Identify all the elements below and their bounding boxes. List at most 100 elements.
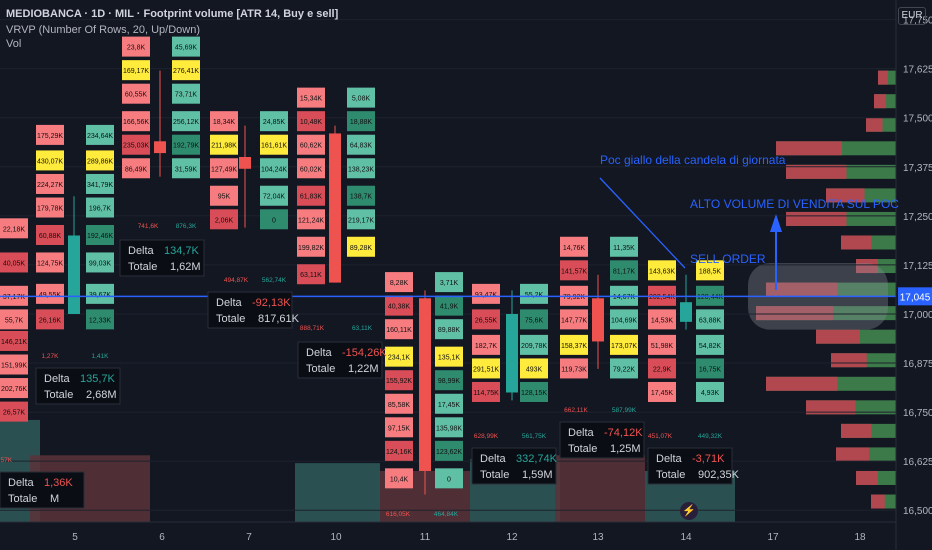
totale-label: Totale: [306, 363, 335, 375]
y-tick-label: 17,375: [903, 163, 932, 174]
annotation-poc[interactable]: Poc giallo della candela di giornata: [600, 153, 786, 167]
vrvp-profile-bar-sell: [856, 470, 878, 485]
delta-box: [647, 447, 733, 485]
bar-total-label: 561,75K: [522, 433, 547, 440]
footprint-buy-value: 209,78K: [521, 343, 547, 350]
delta-label: Delta: [44, 373, 71, 385]
footprint-sell-value: 199,82K: [298, 245, 324, 252]
vrvp-profile-bar-sell: [874, 94, 887, 109]
footprint-sell-cell: [0, 252, 28, 273]
annotation-sell-order[interactable]: SELL ORDER: [690, 252, 766, 266]
annotation-arrow-poc: [599, 177, 686, 269]
bar-total-label: 449,32K: [698, 433, 723, 440]
currency-button[interactable]: EUR: [898, 7, 926, 25]
x-tick-label: 13: [592, 532, 604, 543]
footprint-buy-cell: [435, 346, 463, 367]
chart-title: MEDIOBANCA · 1D · MIL · Footprint volume…: [6, 8, 339, 20]
indicator-vrvp[interactable]: VRVP (Number Of Rows, 20, Up/Down): [6, 24, 200, 36]
footprint-sell-value: 60,88K: [39, 233, 62, 240]
footprint-buy-cell: [172, 36, 200, 57]
footprint-sell-value: 202,76K: [1, 386, 27, 393]
footprint-buy-value: 192,46K: [87, 233, 113, 240]
footprint-sell-value: 26,57K: [3, 410, 26, 417]
footprint-sell-value: 166,56K: [123, 119, 149, 126]
footprint-buy-cell: [86, 224, 114, 245]
vrvp-profile-bar-sell: [866, 117, 883, 132]
footprint-buy-value: 72,04K: [263, 194, 286, 201]
volume-bar: [555, 455, 645, 522]
annotation-high-volume[interactable]: ALTO VOLUME DI VENDITA SUL POC: [690, 197, 899, 211]
vrvp-profile-bar-sell: [776, 141, 842, 156]
footprint-buy-value: 12,33K: [89, 317, 112, 324]
candle-body: [592, 298, 604, 342]
vrvp-profile-bar-sell: [841, 235, 872, 250]
footprint-buy-value: 104,69K: [611, 317, 637, 324]
footprint-buy-cell: [347, 158, 375, 179]
footprint-buy-cell: [435, 417, 463, 438]
footprint-buy-cell: [172, 111, 200, 132]
footprint-sell-cell: [36, 283, 64, 304]
delta-box: [207, 291, 293, 329]
footprint-sell-value: 234,1K: [388, 355, 411, 362]
footprint-buy-value: 11,35K: [613, 245, 635, 252]
footprint-sell-cell: [297, 236, 325, 257]
footprint-sell-value: 23,8K: [127, 45, 146, 52]
footprint-sell-cell: [648, 309, 676, 330]
footprint-sell-value: 17,45K: [651, 390, 674, 397]
x-tick-label: 12: [506, 532, 518, 543]
footprint-buy-cell: [260, 158, 288, 179]
footprint-sell-cell: [472, 309, 500, 330]
footprint-buy-cell: [172, 83, 200, 104]
footprint-sell-cell: [210, 185, 238, 206]
footprint-buy-value: 196,7K: [89, 206, 112, 213]
footprint-sell-value: 8,28K: [390, 280, 409, 287]
footprint-buy-value: 234,64K: [87, 133, 113, 140]
footprint-buy-value: 73,71K: [175, 92, 198, 99]
footprint-buy-cell: [347, 209, 375, 230]
footprint-buy-cell: [172, 158, 200, 179]
footprint-sell-cell: [0, 218, 28, 239]
footprint-buy-value: 24,85K: [263, 119, 286, 126]
delta-box: [35, 367, 121, 405]
footprint-sell-cell: [36, 224, 64, 245]
footprint-buy-cell: [696, 334, 724, 355]
footprint-sell-value: 158,37K: [561, 343, 587, 350]
bar-total-label: 63,11K: [352, 325, 373, 332]
x-tick-label: 14: [680, 532, 692, 543]
bar-total-label: 876,3K: [176, 223, 197, 230]
footprint-buy-cell: [86, 283, 114, 304]
footprint-buy-value: 256,12K: [173, 119, 199, 126]
candle-body: [329, 133, 341, 283]
footprint-buy-value: 89,88K: [438, 327, 461, 334]
footprint-buy-value: 289,86K: [87, 158, 113, 165]
delta-value: 135,7K: [80, 373, 116, 385]
footprint-sell-value: 55,7K: [5, 317, 24, 324]
candle-body: [68, 235, 80, 314]
footprint-buy-cell: [435, 370, 463, 391]
lightning-icon[interactable]: ⚡: [680, 502, 698, 520]
footprint-buy-value: 41,9K: [440, 304, 459, 311]
footprint-sell-value: 93,47K: [475, 292, 498, 299]
x-tick-label: 5: [72, 532, 78, 543]
footprint-buy-value: 173,07K: [611, 343, 637, 350]
footprint-buy-value: 54,82K: [699, 343, 722, 350]
footprint-buy-cell: [347, 134, 375, 155]
indicator-volume[interactable]: Vol: [6, 38, 22, 50]
delta-label: Delta: [568, 427, 595, 439]
footprint-buy-cell: [696, 358, 724, 379]
footprint-buy-cell: [435, 440, 463, 461]
footprint-sell-cell: [122, 158, 150, 179]
footprint-sell-value: 79,92K: [563, 294, 586, 301]
footprint-sell-value: 127,49K: [211, 166, 237, 173]
footprint-buy-cell: [520, 334, 548, 355]
vrvp-profile-bar-sell: [786, 211, 847, 226]
bar-total-label: 1,27K: [42, 353, 60, 360]
totale-value: 2,68M: [86, 389, 117, 401]
bar-total-label: 587,99K: [612, 407, 637, 414]
candle-body: [239, 156, 251, 169]
footprint-sell-cell: [0, 378, 28, 399]
footprint-buy-cell: [696, 381, 724, 402]
footprint-sell-cell: [297, 185, 325, 206]
